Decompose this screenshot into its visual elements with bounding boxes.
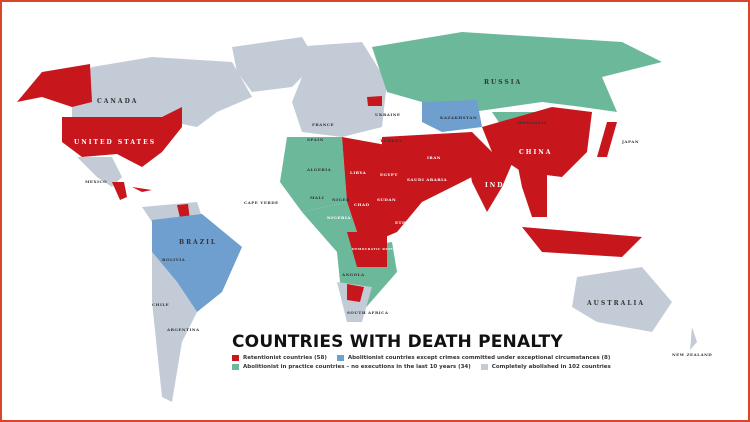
label-drc: DEMOCRATIC REPUBLIC OF THE CONGO	[352, 247, 440, 251]
label-bolivia: BOLIVIA	[162, 257, 186, 262]
indonesia	[522, 227, 642, 257]
southern-cone	[152, 252, 197, 402]
legend-swatch	[336, 355, 344, 361]
legend: COUNTRIES WITH DEATH PENALTY Retentionis…	[232, 332, 611, 370]
cuba	[132, 187, 152, 192]
label-niger: NIGER	[332, 197, 350, 202]
label-egypt: EGYPT	[380, 172, 398, 177]
label-turkey: TURKEY	[380, 138, 403, 143]
label-kazakhstan: KAZAKHSTAN	[440, 115, 478, 120]
label-canada: CANADA	[97, 98, 139, 105]
label-australia: AUSTRALIA	[587, 300, 646, 307]
label-ukraine: UKRAINE	[375, 112, 401, 117]
india	[467, 152, 517, 212]
mexico	[77, 157, 122, 187]
legend-item-in-practice: Abolitionist in practice countries – no …	[232, 364, 471, 370]
legend-label: Abolitionist in practice countries – no …	[243, 364, 471, 370]
legend-swatch	[480, 364, 488, 370]
label-iran: IRAN	[427, 155, 441, 160]
label-mexico: MEXICO	[85, 179, 108, 184]
legend-label: Retentionist countries (58)	[243, 355, 327, 361]
drc	[347, 232, 387, 267]
label-cape-verde: CAPE VERDE	[244, 200, 279, 205]
label-usa: UNITED STATES	[74, 139, 157, 146]
label-mali: MALI	[310, 195, 325, 200]
se-asia	[517, 162, 547, 217]
map-title: COUNTRIES WITH DEATH PENALTY	[232, 332, 563, 352]
japan	[597, 122, 617, 157]
label-ethiopia: ETHIOPIA	[395, 220, 423, 225]
label-india: INDIA	[485, 182, 516, 189]
label-japan: JAPAN	[622, 139, 639, 144]
label-south-africa: SOUTH AFRICA	[347, 310, 389, 315]
north-africa-east	[342, 137, 422, 247]
central-america	[112, 182, 127, 200]
label-angola: ANGOLA	[342, 272, 365, 277]
label-saudi: SAUDI ARABIA	[407, 177, 448, 182]
label-chad: CHAD	[354, 202, 370, 207]
north-africa-west	[280, 137, 347, 212]
new-zealand	[690, 327, 697, 350]
label-france: FRANCE	[312, 122, 335, 127]
europe	[292, 42, 387, 137]
legend-label: Abolitionist countries except crimes com…	[347, 355, 611, 361]
legend-item-abolished: Completely abolished in 102 countries	[480, 364, 611, 370]
brazil	[152, 214, 242, 312]
alaska	[17, 64, 92, 107]
botswana	[347, 284, 364, 302]
label-mongolia: MONGOLIA	[517, 120, 548, 125]
canada	[72, 57, 252, 127]
legend-item-retentionist: Retentionist countries (58)	[232, 355, 327, 361]
legend-swatch	[232, 364, 239, 370]
central-africa	[302, 202, 397, 312]
legend-swatch	[232, 355, 239, 361]
label-brazil: BRAZIL	[179, 239, 218, 246]
label-nigeria: NIGERIA	[327, 215, 351, 220]
label-argentina: ARGENTINA	[167, 327, 200, 332]
kazakhstan	[422, 100, 482, 132]
usa	[62, 107, 182, 167]
legend-item-exceptional: Abolitionist countries except crimes com…	[336, 355, 611, 361]
southern-africa	[337, 282, 372, 322]
label-libya: LIBYA	[350, 170, 367, 175]
label-chile: CHILE	[152, 302, 170, 307]
australia	[572, 267, 672, 332]
label-new-zealand: NEW ZEALAND	[672, 352, 713, 357]
label-spain: SPAIN	[307, 137, 324, 142]
russia	[372, 32, 662, 112]
belarus	[367, 96, 382, 106]
legend-label: Completely abolished in 102 countries	[491, 364, 611, 370]
label-russia: RUSSIA	[484, 79, 523, 86]
label-algeria: ALGERIA	[307, 167, 332, 172]
label-china: CHINA	[519, 149, 553, 156]
label-sudan: SUDAN	[377, 197, 397, 202]
